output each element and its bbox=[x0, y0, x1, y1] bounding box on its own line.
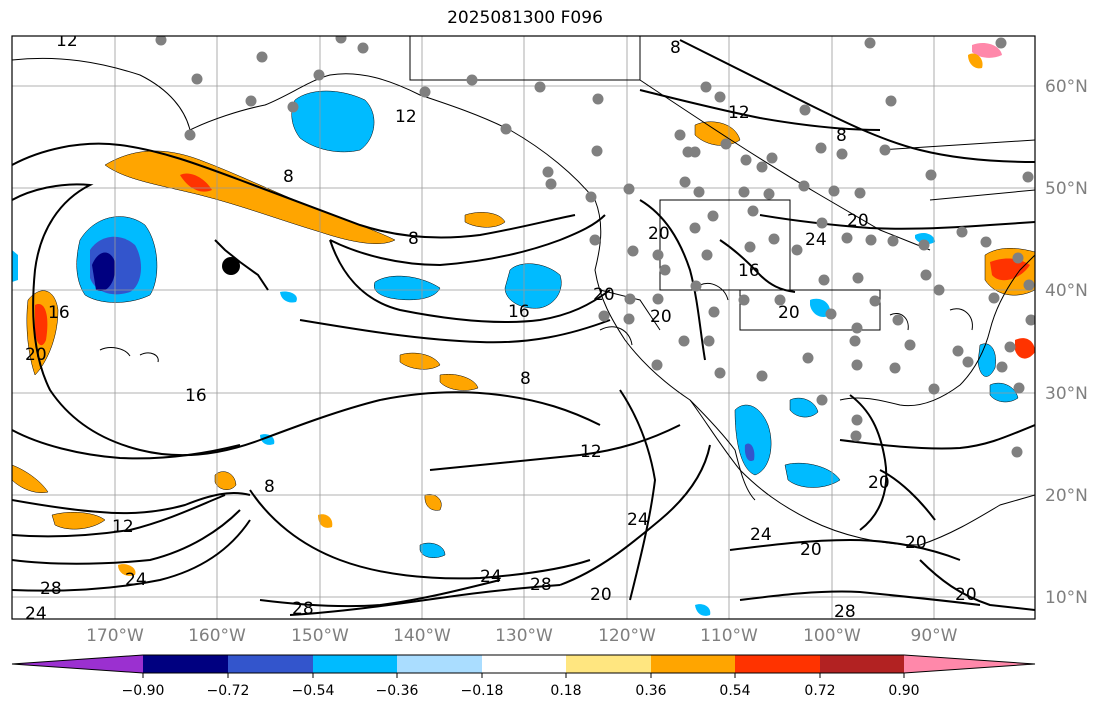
lat-label: 30°N bbox=[1045, 384, 1088, 404]
colorbar-tick: −0.90 bbox=[121, 683, 165, 699]
contour-label: 20 bbox=[590, 585, 612, 605]
map-background bbox=[12, 36, 1035, 619]
contour-label: 8 bbox=[283, 167, 294, 187]
contour-label: 24 bbox=[480, 567, 502, 587]
contour-label: 16 bbox=[738, 261, 760, 281]
colorbar-right-arrow bbox=[904, 655, 1035, 673]
map-frame bbox=[11, 35, 1036, 620]
colorbar-tick: −0.54 bbox=[291, 683, 335, 699]
thin-contours bbox=[99, 283, 973, 363]
colorbar-left-arrow bbox=[12, 655, 143, 673]
contour-label: 8 bbox=[520, 369, 531, 389]
colorbar-tick: −0.72 bbox=[206, 683, 250, 699]
colorbar bbox=[11, 654, 1036, 678]
contour-label: 12 bbox=[56, 31, 78, 51]
contour-label: 28 bbox=[40, 579, 62, 599]
contour-label: 12 bbox=[580, 442, 602, 462]
map-title: 2025081300 F096 bbox=[447, 8, 603, 28]
lon-label: 150°W bbox=[291, 626, 349, 646]
contour-label: 24 bbox=[25, 604, 47, 624]
contour-label: 20 bbox=[868, 473, 890, 493]
colorbar-tick: 0.90 bbox=[888, 683, 920, 699]
contour-label: 8 bbox=[408, 229, 419, 249]
colorbar-tick: 0.36 bbox=[635, 683, 667, 699]
colorbar-tick: −0.36 bbox=[375, 683, 419, 699]
contour-label: 20 bbox=[648, 224, 670, 244]
colorbar-bin bbox=[143, 655, 228, 673]
contour-label: 24 bbox=[750, 525, 772, 545]
contour-label: 16 bbox=[48, 303, 70, 323]
lat-label: 60°N bbox=[1045, 77, 1088, 97]
lon-label: 170°W bbox=[86, 626, 144, 646]
contour-label: 28 bbox=[834, 602, 856, 622]
contour-label: 20 bbox=[847, 211, 869, 231]
lon-label: 160°W bbox=[188, 626, 246, 646]
contour-label: 8 bbox=[264, 477, 275, 497]
contour-label: 20 bbox=[800, 540, 822, 560]
colorbar-tick: 0.54 bbox=[719, 683, 751, 699]
graticule bbox=[12, 36, 1035, 619]
contour-label: 20 bbox=[905, 533, 927, 553]
contour-label: 16 bbox=[185, 386, 207, 406]
colorbar-bin bbox=[313, 655, 397, 673]
contour-label: 8 bbox=[670, 38, 681, 58]
lon-label: 130°W bbox=[495, 626, 553, 646]
contour-label: 20 bbox=[650, 307, 672, 327]
contour-label: 12 bbox=[395, 107, 417, 127]
contour-label: 24 bbox=[627, 510, 649, 530]
colorbar-tick: 0.72 bbox=[804, 683, 836, 699]
contour-label: 20 bbox=[593, 285, 615, 305]
contour-label: 20 bbox=[778, 303, 800, 323]
contour-label: 28 bbox=[530, 575, 552, 595]
contour-label: 12 bbox=[112, 517, 134, 537]
contour-label: 24 bbox=[805, 230, 827, 250]
shaded-features bbox=[12, 43, 1035, 616]
contour-label: 16 bbox=[508, 302, 530, 322]
contour-label: 20 bbox=[25, 345, 47, 365]
contour-label: 28 bbox=[292, 599, 314, 619]
contour-label: 24 bbox=[125, 570, 147, 590]
colorbar-bin bbox=[651, 655, 735, 673]
colorbar-bin bbox=[397, 655, 482, 673]
contour-lines bbox=[12, 39, 1035, 616]
lat-label: 50°N bbox=[1045, 179, 1088, 199]
lon-label: 90°W bbox=[910, 626, 958, 646]
contour-label: 8 bbox=[836, 126, 847, 146]
station-dots bbox=[155, 36, 1035, 458]
target-marker bbox=[222, 257, 240, 275]
lon-label: 100°W bbox=[803, 626, 861, 646]
colorbar-bin bbox=[228, 655, 313, 673]
colorbar-tick: 0.18 bbox=[550, 683, 582, 699]
colorbar-tick: −0.18 bbox=[460, 683, 504, 699]
lon-label: 110°W bbox=[700, 626, 758, 646]
contour-label: 12 bbox=[728, 103, 750, 123]
lat-label: 10°N bbox=[1045, 588, 1088, 608]
colorbar-bin bbox=[566, 655, 651, 673]
lat-label: 20°N bbox=[1045, 486, 1088, 506]
contour-label-group: 12 8 12 8 8 8 16 16 12 20 20 16 20 24 12… bbox=[25, 31, 977, 624]
colorbar-bin bbox=[820, 655, 904, 673]
contour-label: 20 bbox=[955, 585, 977, 605]
lon-label: 120°W bbox=[598, 626, 656, 646]
lon-label: 140°W bbox=[393, 626, 451, 646]
colorbar-bin bbox=[482, 655, 566, 673]
lat-label: 40°N bbox=[1045, 281, 1088, 301]
colorbar-bin bbox=[735, 655, 820, 673]
